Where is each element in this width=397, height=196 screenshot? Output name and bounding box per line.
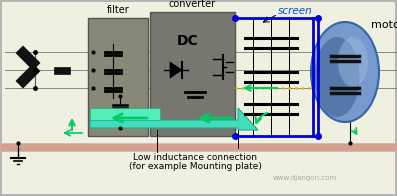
Polygon shape <box>90 108 160 120</box>
Ellipse shape <box>338 37 368 87</box>
Text: (for example Mounting plate): (for example Mounting plate) <box>129 162 262 171</box>
Text: DC: DC <box>177 34 198 48</box>
Text: Low inductance connection: Low inductance connection <box>133 153 257 162</box>
Bar <box>54 67 70 74</box>
Text: screen: screen <box>278 6 312 16</box>
Ellipse shape <box>311 22 379 122</box>
Polygon shape <box>90 108 258 130</box>
Text: filter: filter <box>107 5 129 15</box>
Bar <box>88 18 148 136</box>
Ellipse shape <box>314 37 360 117</box>
Polygon shape <box>16 46 40 70</box>
Text: www.djangon.com: www.djangon.com <box>273 175 337 181</box>
Text: converter: converter <box>169 0 216 9</box>
Bar <box>150 12 235 136</box>
Bar <box>0 143 397 151</box>
Text: motor: motor <box>371 20 397 30</box>
Polygon shape <box>16 64 40 88</box>
Polygon shape <box>170 62 182 78</box>
